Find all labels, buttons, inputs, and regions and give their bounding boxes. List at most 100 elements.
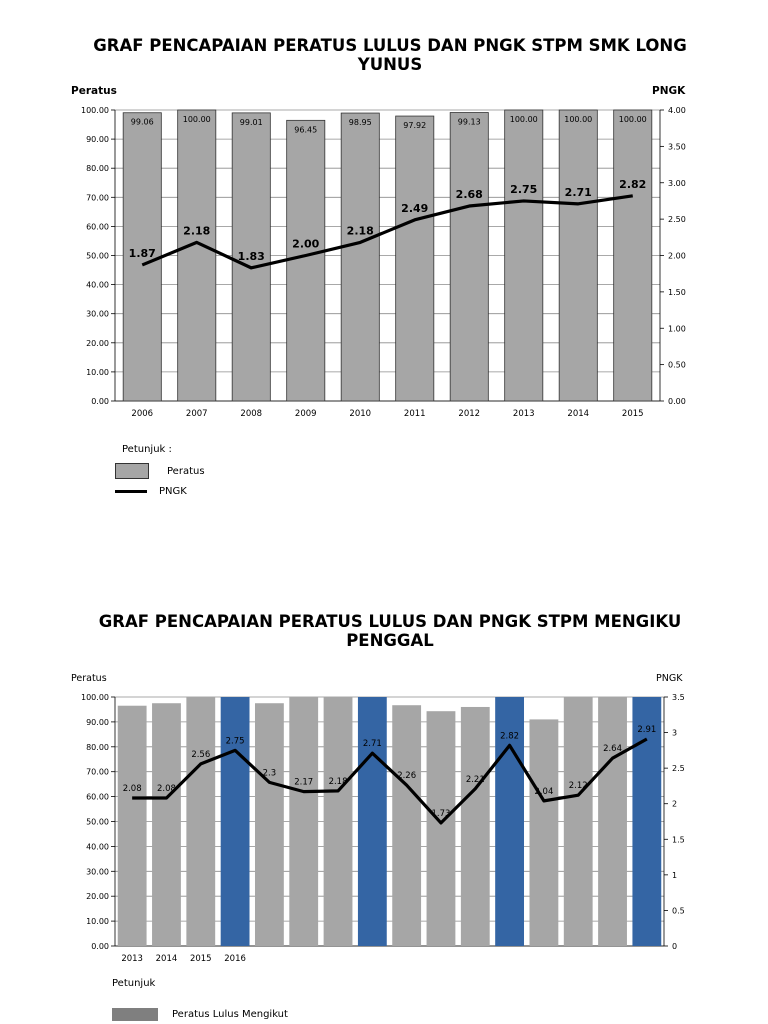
chart1-legend-item-peratus: Peratus — [115, 463, 205, 479]
bar — [613, 109, 653, 402]
y-tick-label: 0.00 — [91, 942, 109, 951]
bar — [177, 109, 217, 402]
y-tick-label: 90.00 — [86, 718, 109, 727]
chart1-legend-label-peratus: Peratus — [167, 465, 205, 477]
bar — [558, 109, 598, 402]
pngk-value-label: 2.21 — [466, 775, 485, 785]
x-tick-label: 2011 — [404, 409, 426, 419]
y-tick-label: 40.00 — [86, 842, 109, 851]
bar — [426, 711, 456, 946]
x-tick-label: 2013 — [121, 954, 143, 964]
chart2-legend-title: Petunjuk — [112, 978, 156, 989]
pngk-value-label: 2.3 — [263, 768, 277, 778]
bar-value-label: 100.00 — [564, 115, 592, 124]
y-tick-label: 40.00 — [86, 281, 109, 290]
y2-tick-label: 3.00 — [668, 179, 686, 188]
x-tick-label: 2016 — [224, 954, 246, 964]
pngk-value-label: 2.26 — [397, 771, 416, 781]
bar — [122, 112, 162, 402]
y-tick-label: 100.00 — [81, 106, 109, 115]
y2-tick-label: 0.50 — [668, 361, 686, 370]
bar — [186, 697, 216, 946]
x-tick-label: 2010 — [349, 409, 371, 419]
y2-tick-label: 2.50 — [668, 215, 686, 224]
y2-tick-label: 2.5 — [672, 764, 685, 773]
x-tick-label: 2008 — [240, 409, 262, 419]
chart2-legend-label-peratus: Peratus Lulus Mengikut — [172, 1009, 288, 1020]
bar — [220, 697, 250, 946]
bar — [563, 697, 593, 946]
pngk-value-label: 2.68 — [456, 188, 483, 201]
bar-value-label: 98.95 — [349, 118, 372, 127]
pngk-value-label: 2.49 — [401, 202, 428, 215]
bar — [323, 697, 353, 946]
pngk-value-label: 2.56 — [191, 750, 210, 760]
chart1-legend-swatch-line — [115, 490, 147, 493]
y-tick-label: 60.00 — [86, 222, 109, 231]
chart2-title: GRAF PENCAPAIAN PERATUS LULUS DAN PNGK S… — [60, 612, 720, 650]
chart1-legend-swatch-bar — [115, 463, 149, 479]
pngk-value-label: 2.64 — [603, 744, 622, 754]
y-tick-label: 70.00 — [86, 768, 109, 777]
bar — [449, 112, 489, 402]
bar — [460, 706, 490, 946]
x-tick-label: 2009 — [295, 409, 317, 419]
y2-axis-title: PNGK — [652, 85, 686, 97]
y2-tick-label: 1.50 — [668, 288, 686, 297]
y-tick-label: 30.00 — [86, 867, 109, 876]
pngk-line — [132, 737, 648, 825]
pngk-value-label: 1.87 — [129, 247, 156, 260]
bar — [598, 697, 627, 946]
bar — [529, 719, 559, 946]
pngk-value-label: 2.91 — [637, 725, 656, 735]
y2-tick-label: 0.00 — [668, 397, 686, 406]
y-tick-label: 0.00 — [91, 397, 109, 406]
bar-value-label: 99.06 — [131, 118, 154, 127]
pngk-value-label: 1.83 — [238, 250, 265, 263]
pngk-value-label: 2.75 — [226, 736, 245, 746]
bar — [632, 697, 662, 946]
bar — [504, 109, 544, 402]
y2-tick-label: 3.5 — [672, 693, 685, 702]
x-tick-label: 2007 — [186, 409, 208, 419]
chart2-legend-item-peratus: Peratus Lulus Mengikut — [112, 1008, 288, 1021]
y-tick-label: 50.00 — [86, 818, 109, 827]
pngk-value-label: 2.82 — [619, 178, 646, 191]
y-tick-label: 20.00 — [86, 339, 109, 348]
y2-tick-label: 3 — [672, 729, 677, 738]
x-tick-label: 2006 — [131, 409, 153, 419]
bar — [152, 703, 181, 946]
x-tick-label: 2013 — [513, 409, 535, 419]
chart1-title-text: GRAF PENCAPAIAN PERATUS LULUS DAN PNGK S… — [93, 36, 687, 74]
y-tick-label: 60.00 — [86, 793, 109, 802]
y2-tick-label: 1.00 — [668, 324, 686, 333]
chart2-title-text: GRAF PENCAPAIAN PERATUS LULUS DAN PNGK S… — [98, 612, 682, 650]
y-tick-label: 50.00 — [86, 252, 109, 261]
bar-value-label: 96.45 — [294, 125, 317, 134]
bar-value-label: 99.01 — [240, 118, 263, 127]
y2-tick-label: 0 — [672, 942, 677, 951]
pngk-value-label: 2.71 — [565, 186, 592, 199]
pngk-value-label: 2.18 — [329, 777, 348, 787]
bar-value-label: 99.13 — [458, 118, 481, 127]
bar-value-label: 97.92 — [403, 121, 426, 130]
y2-axis-title: PNGK — [656, 673, 683, 684]
chart1-legend-item-pngk: PNGK — [115, 486, 187, 497]
bar — [340, 112, 380, 402]
y-axis-title: Peratus — [71, 673, 107, 684]
y2-tick-label: 2 — [672, 800, 677, 809]
chart2-legend-swatch-bar — [112, 1008, 158, 1021]
chart1-svg: Peratus PNGK 0.00 10.00 20.00 30.00 40.00 50.00… — [71, 85, 686, 419]
pngk-value-label: 2.71 — [363, 739, 382, 749]
bar — [289, 697, 319, 946]
pngk-value-label: 2.75 — [510, 183, 537, 196]
bar — [495, 697, 525, 946]
bar — [231, 112, 271, 402]
chart1-legend-label-pngk: PNGK — [159, 486, 187, 497]
bar — [286, 119, 326, 402]
y2-tick-label: 1 — [672, 871, 677, 880]
y-axis-title: Peratus — [71, 85, 117, 97]
pngk-value-label: 2.82 — [500, 731, 519, 741]
x-tick-label: 2015 — [190, 954, 212, 964]
y2-tick-label: 2.00 — [668, 252, 686, 261]
